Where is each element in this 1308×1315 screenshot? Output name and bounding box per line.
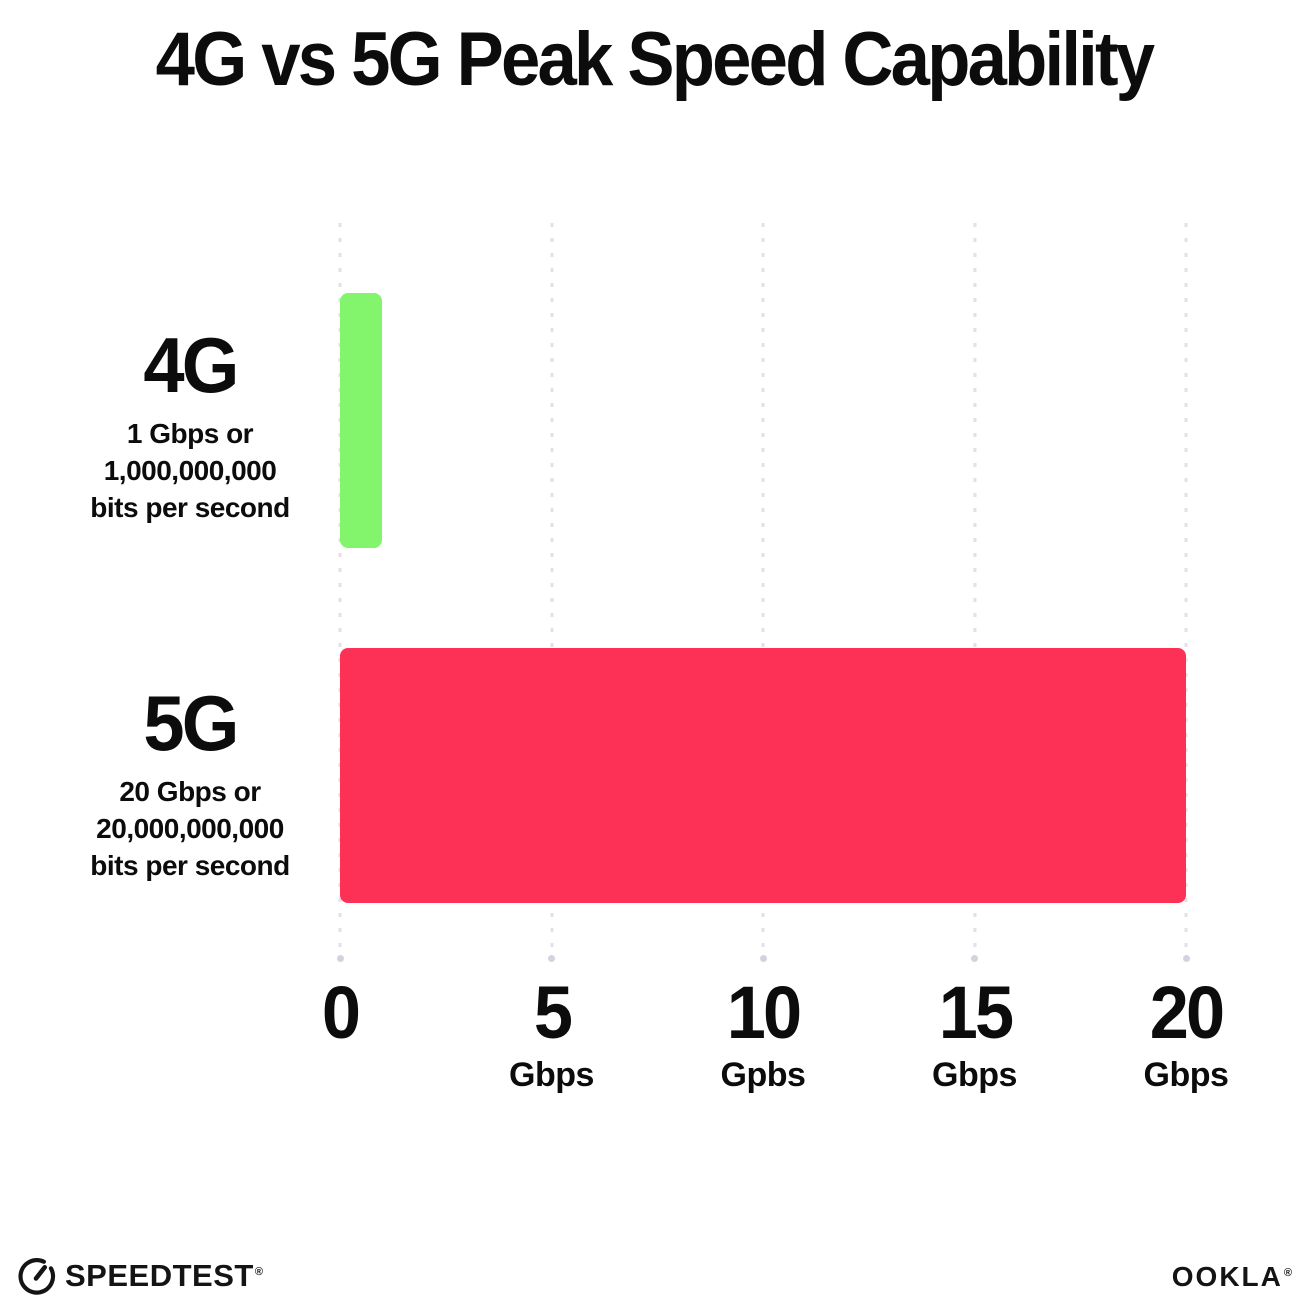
desc-line: 20,000,000,000: [96, 812, 284, 844]
desc-line: bits per second: [90, 849, 290, 881]
desc-line: 20 Gbps or: [119, 776, 261, 807]
x-tick-20: 20 Gbps: [1143, 971, 1229, 1094]
speedtest-wordmark: SPEEDTEST®: [65, 1258, 263, 1294]
x-tick-value: 15: [938, 971, 1013, 1054]
x-tick-unit: Gbps: [509, 1056, 594, 1094]
x-tick-0: 0: [321, 971, 361, 1058]
gridline-20: [1184, 223, 1188, 960]
desc-line: bits per second: [90, 491, 290, 523]
x-axis: 0 5 Gbps 10 Gpbs 15 Gbps 20 Gbps: [322, 971, 1229, 1106]
category-label-4g: 4G 1 Gbps or 1,000,000,000 bits per seco…: [40, 326, 340, 527]
plot-area: [338, 223, 1188, 960]
bar-4g: [340, 293, 383, 548]
speedtest-logo: SPEEDTEST®: [16, 1256, 263, 1296]
speedometer-gauge-icon: [16, 1256, 56, 1296]
x-tick-value: 0: [321, 971, 361, 1054]
x-tick-15: 15 Gbps: [932, 971, 1017, 1094]
x-tick-5: 5 Gbps: [509, 971, 594, 1094]
x-tick-value: 10: [726, 971, 802, 1054]
speedtest-wordmark-text: SPEEDTEST: [65, 1258, 254, 1293]
gridline-10: [761, 223, 765, 960]
ookla-wordmark-text: OOKLA: [1171, 1261, 1283, 1292]
x-tick-unit: Gpbs: [720, 1056, 806, 1094]
x-tick-10: 10 Gpbs: [720, 971, 806, 1094]
bar-5g: [340, 648, 1186, 903]
category-desc-5g: 20 Gbps or 20,000,000,000 bits per secon…: [40, 774, 340, 885]
category-label-5g: 5G 20 Gbps or 20,000,000,000 bits per se…: [40, 684, 340, 885]
x-tick-value: 20: [1149, 971, 1225, 1054]
desc-line: 1 Gbps or: [126, 418, 254, 449]
gridline-0: [338, 223, 342, 960]
ookla-trademark: ®: [1283, 1266, 1294, 1279]
category-name-5g: 5G: [143, 679, 239, 767]
desc-line: 1,000,000,000: [103, 454, 277, 486]
gridline-5: [550, 223, 553, 960]
ookla-logo: OOKLA®: [1172, 1261, 1294, 1293]
x-tick-unit: Gbps: [1143, 1056, 1229, 1094]
gridline-15: [973, 223, 976, 960]
x-tick-value: 5: [533, 971, 572, 1054]
speedtest-trademark: ®: [254, 1265, 264, 1278]
x-tick-unit: Gbps: [932, 1056, 1017, 1094]
category-desc-4g: 1 Gbps or 1,000,000,000 bits per second: [40, 416, 340, 527]
page-title: 4G vs 5G Peak Speed Capability: [155, 17, 1155, 102]
category-name-4g: 4G: [143, 321, 239, 409]
